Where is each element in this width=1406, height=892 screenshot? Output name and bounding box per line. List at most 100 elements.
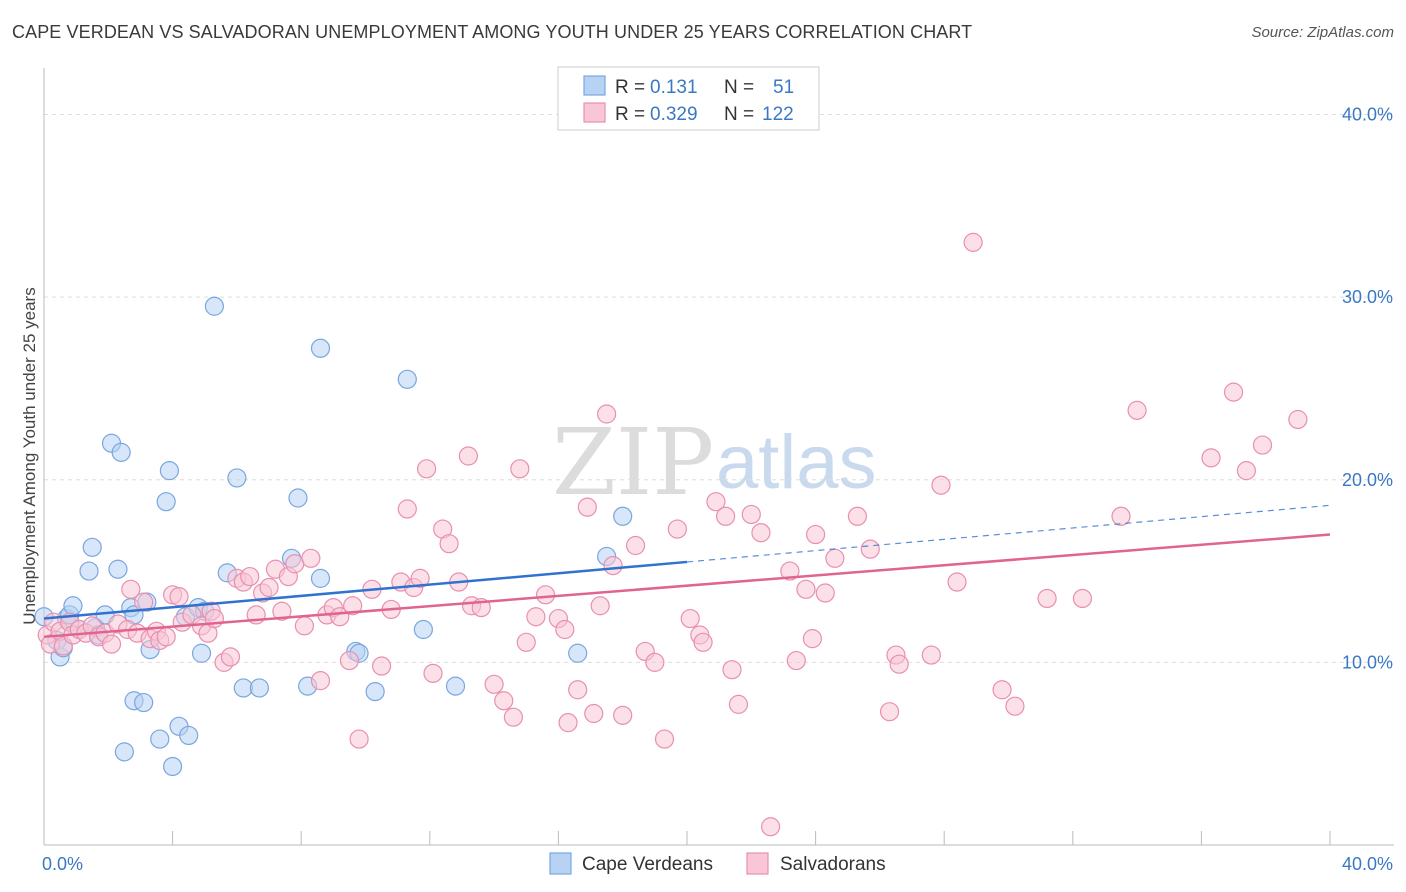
salvadoran-point (645, 652, 665, 672)
salvadoran-point (555, 619, 575, 640)
cape-verdean-point (365, 681, 385, 702)
cape-verdean-point (163, 756, 183, 777)
salvadoran-point (240, 566, 260, 587)
salvadoran-point (590, 596, 610, 616)
salvadoran-point (494, 691, 514, 711)
salvadoran-point (963, 232, 983, 252)
salvadoran-point (1111, 506, 1131, 526)
salvadoran-point (706, 492, 726, 512)
salvadoran-point (458, 446, 478, 466)
source-credit: Source: ZipAtlas.com (1251, 24, 1394, 41)
cape-verdean-point (108, 559, 128, 579)
salvadoran-point (349, 729, 369, 749)
salvadoran-point (625, 535, 646, 556)
x-tick-label-max: 40.0% (1342, 854, 1393, 874)
salvadoran-point (310, 671, 331, 691)
salvadoran-point (1005, 696, 1025, 716)
cape-verdean-point (191, 643, 212, 663)
x-axis-ticks (172, 831, 1331, 845)
bottom-legend-swatch-salvadorans (746, 852, 769, 875)
legend-swatch-cape-verdeans (583, 75, 606, 96)
y-tick-label-20: 20.0% (1342, 470, 1393, 490)
salvadoran-point (339, 650, 360, 671)
salvadoran-point (301, 548, 321, 568)
trend-line-cape-verdeans (43, 560, 688, 620)
series-salvadorans-points (37, 232, 1308, 837)
salvadoran-point (535, 585, 556, 605)
salvadoran-point (423, 663, 443, 683)
legend-r-value-2: 0.329 (650, 104, 698, 125)
cape-verdean-point (204, 296, 224, 316)
salvadoran-point (343, 596, 363, 616)
salvadoran-point (584, 703, 604, 724)
salvadoran-point (786, 650, 806, 671)
legend-r-label-2: R = (615, 104, 645, 125)
salvadoran-point (680, 608, 700, 629)
cape-verdean-point (82, 537, 102, 557)
salvadoran-point (931, 475, 951, 495)
legend-swatch-salvadorans (583, 102, 606, 123)
cape-verdean-point (79, 561, 99, 581)
salvadoran-point (285, 554, 305, 574)
salvadoran-point (1127, 400, 1147, 420)
salvadoran-point (516, 632, 536, 652)
y-tick-labels: 10.0% 20.0% 30.0% 40.0% (1342, 105, 1393, 673)
salvadoran-point (722, 660, 742, 680)
salvadoran-point (1201, 448, 1221, 468)
y-tick-label-40: 40.0% (1342, 105, 1393, 125)
salvadoran-point (889, 654, 909, 674)
cape-verdean-point (159, 461, 179, 481)
bottom-legend-label-cape-verdeans: Cape Verdeans (582, 854, 713, 875)
legend-r-value-1: 0.131 (650, 77, 698, 98)
salvadoran-point (121, 579, 141, 599)
legend-n-label-1: N = (724, 77, 754, 98)
salvadoran-point (667, 519, 687, 539)
salvadoran-point (439, 534, 459, 554)
salvadoran-point (397, 499, 417, 519)
cape-verdean-point (63, 596, 83, 616)
correlation-legend: R = 0.131 N = 51 R = 0.329 N = 122 (557, 66, 820, 131)
salvadoran-point (654, 729, 675, 749)
salvadoran-point (860, 539, 880, 559)
salvadoran-point (992, 680, 1012, 700)
salvadoran-point (294, 616, 315, 636)
salvadoran-point (715, 506, 736, 526)
bottom-legend-swatch-cape-verdeans (549, 852, 572, 875)
cape-verdean-point (288, 488, 308, 508)
cape-verdean-point (114, 742, 134, 762)
salvadoran-point (1252, 435, 1273, 455)
salvadoran-point (751, 523, 771, 543)
salvadoran-point (568, 680, 588, 700)
legend-r-label-1: R = (615, 77, 645, 98)
salvadoran-point (577, 497, 597, 517)
cape-verdean-point (445, 676, 466, 696)
chart-title: CAPE VERDEAN VS SALVADORAN UNEMPLOYMENT … (12, 22, 973, 42)
salvadoran-point (796, 579, 816, 599)
salvadoran-point (558, 713, 578, 733)
salvadoran-point (1223, 382, 1244, 402)
x-tick-label-min: 0.0% (42, 854, 83, 874)
salvadoran-point (510, 459, 530, 479)
salvadoran-point (1072, 588, 1093, 609)
watermark: ZIP atlas (552, 409, 877, 516)
cape-verdean-point (249, 678, 270, 698)
salvadoran-point (1037, 588, 1057, 609)
cape-verdean-point (179, 725, 199, 746)
trend-lines (43, 504, 1331, 639)
cape-verdean-point (150, 729, 170, 749)
legend-n-value-1: 51 (773, 77, 794, 98)
legend-n-label-2: N = (724, 104, 754, 125)
cape-verdean-point (156, 492, 176, 512)
salvadoran-point (815, 583, 835, 603)
salvadoran-point (780, 561, 800, 581)
trend-line-salvadorans (43, 533, 1331, 639)
salvadoran-point (416, 459, 437, 479)
cape-verdean-point (134, 692, 154, 713)
salvadoran-point (741, 504, 761, 525)
salvadoran-point (272, 601, 292, 621)
salvadoran-point (613, 705, 633, 725)
salvadoran-point (156, 627, 176, 647)
bottom-legend-label-salvadorans: Salvadorans (780, 854, 886, 875)
salvadoran-point (879, 702, 900, 722)
